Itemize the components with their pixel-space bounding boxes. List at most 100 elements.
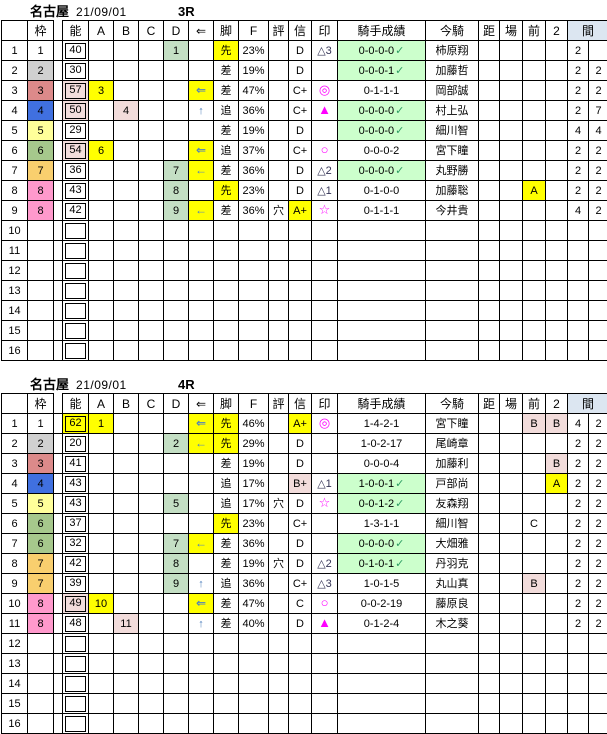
cell-aida-1: 2 <box>568 61 589 81</box>
cell-waku: 6 <box>28 534 54 554</box>
nou-box <box>65 283 86 299</box>
cell-d <box>164 414 189 434</box>
nou-box: 20 <box>65 436 86 452</box>
cell-shin: C <box>289 594 312 614</box>
direction-arrow-icon: ← <box>195 203 207 217</box>
cell-mae <box>523 654 546 674</box>
cell-aida-2: 2 <box>589 201 607 221</box>
cell-mark: ▲ <box>312 614 338 634</box>
cell-c <box>139 121 164 141</box>
prediction-mark: ○ <box>321 595 329 610</box>
nou-box: 42 <box>65 203 86 219</box>
cell-d <box>164 221 189 241</box>
cell-kishu-record <box>338 301 426 321</box>
cell-f-percent <box>239 281 269 301</box>
cell-aida-2: 2 <box>589 454 607 474</box>
check-icon: ✓ <box>395 538 404 550</box>
cell-b <box>114 554 139 574</box>
cell-mae <box>523 494 546 514</box>
cell-b <box>114 474 139 494</box>
cell-mae <box>523 161 546 181</box>
cell-kyaku <box>214 221 239 241</box>
cell-hyo <box>269 414 289 434</box>
prediction-mark: △1 <box>317 185 332 197</box>
cell-c <box>139 574 164 594</box>
cell-waku <box>28 261 54 281</box>
cell-two <box>546 534 568 554</box>
prediction-mark: ◎ <box>319 82 330 97</box>
cell-arrow <box>189 634 214 654</box>
cell-mae <box>523 434 546 454</box>
cell-waku: 2 <box>28 434 54 454</box>
cell-a <box>89 161 114 181</box>
cell-jockey-name <box>426 261 479 281</box>
cell-ba <box>500 341 523 361</box>
cell-kyaku: 差 <box>214 554 239 574</box>
cell-row-number: 11 <box>2 241 28 261</box>
cell-mark <box>312 454 338 474</box>
cell-d: 2 <box>164 434 189 454</box>
cell-jockey-name <box>426 654 479 674</box>
cell-aida-1: 2 <box>568 434 589 454</box>
cell-shin: C+ <box>289 81 312 101</box>
cell-nou <box>63 241 89 261</box>
cell-row-number: 2 <box>2 61 28 81</box>
cell-aida-1 <box>568 674 589 694</box>
cell-kishu-record <box>338 674 426 694</box>
cell-a <box>89 534 114 554</box>
prediction-mark: ◎ <box>319 415 330 430</box>
cell-a <box>89 181 114 201</box>
cell-a <box>89 41 114 61</box>
cell-kyaku: 差 <box>214 121 239 141</box>
nou-box: 54 <box>65 143 86 159</box>
direction-arrow-icon: ← <box>195 163 207 177</box>
cell-mae <box>523 261 546 281</box>
col-header-nou: 能 <box>63 394 89 414</box>
cell-gap <box>54 574 63 594</box>
cell-kyaku: 差 <box>214 594 239 614</box>
cell-row-number: 7 <box>2 534 28 554</box>
cell-a <box>89 261 114 281</box>
cell-b <box>114 714 139 734</box>
cell-hyo <box>269 141 289 161</box>
cell-b <box>114 674 139 694</box>
nou-box: 43 <box>65 183 86 199</box>
cell-jockey-name: 尾崎章 <box>426 434 479 454</box>
cell-waku: 8 <box>28 181 54 201</box>
cell-row-number: 14 <box>2 674 28 694</box>
cell-waku <box>28 221 54 241</box>
cell-gap <box>54 454 63 474</box>
cell-arrow <box>189 41 214 61</box>
cell-ba <box>500 321 523 341</box>
cell-mark: ☆ <box>312 494 338 514</box>
col-header-ima: 今騎 <box>426 394 479 414</box>
cell-nou: 20 <box>63 434 89 454</box>
cell-hyo <box>269 321 289 341</box>
cell-mae: C <box>523 514 546 534</box>
cell-aida-1 <box>568 241 589 261</box>
cell-c <box>139 161 164 181</box>
cell-row-number: 9 <box>2 201 28 221</box>
cell-f-percent <box>239 674 269 694</box>
cell-f-percent <box>239 301 269 321</box>
cell-kyo <box>479 261 500 281</box>
cell-gap <box>54 474 63 494</box>
cell-nou <box>63 341 89 361</box>
cell-nou: 42 <box>63 201 89 221</box>
cell-hyo <box>269 181 289 201</box>
cell-mae <box>523 634 546 654</box>
cell-kishu-record <box>338 634 426 654</box>
cell-kishu-record: 1-0-0-1✓ <box>338 474 426 494</box>
cell-aida-2 <box>589 281 607 301</box>
cell-d <box>164 61 189 81</box>
cell-mark: △2 <box>312 554 338 574</box>
cell-kyaku: 先 <box>214 514 239 534</box>
cell-two <box>546 614 568 634</box>
col-header-ima: 今騎 <box>426 21 479 41</box>
nou-box: 37 <box>65 516 86 532</box>
cell-a <box>89 301 114 321</box>
cell-a <box>89 61 114 81</box>
cell-kyo <box>479 81 500 101</box>
